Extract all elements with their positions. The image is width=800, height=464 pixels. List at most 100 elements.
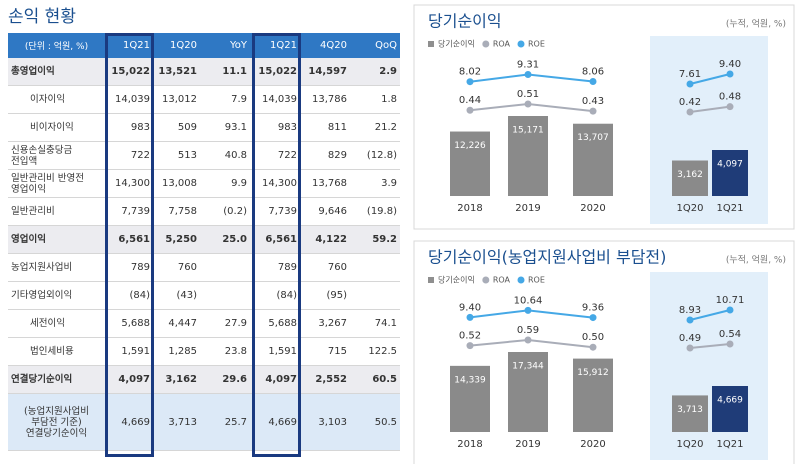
row-label: 기타영업외이익 xyxy=(8,281,105,310)
x-label: 2018 xyxy=(457,439,482,450)
table-cell: 23.8 xyxy=(200,337,250,366)
column-highlight xyxy=(105,33,154,457)
point-label: 0.50 xyxy=(582,332,604,343)
header-cell: QoQ xyxy=(350,33,400,58)
point xyxy=(466,313,474,321)
x-label: 1Q21 xyxy=(717,203,744,214)
table-cell: 7.9 xyxy=(200,85,250,114)
point-label: 0.49 xyxy=(679,333,701,344)
table-cell: 7,758 xyxy=(153,197,200,226)
point-label: 0.59 xyxy=(517,325,539,336)
table-cell: (84) xyxy=(250,281,300,310)
table-cell: 9,646 xyxy=(300,197,350,226)
bar xyxy=(450,365,490,432)
bar-label: 14,339 xyxy=(454,375,486,385)
table-cell: 2.9 xyxy=(350,58,400,86)
bar xyxy=(508,116,548,196)
table-cell: 3.9 xyxy=(350,169,400,198)
table-cell: 27.9 xyxy=(200,309,250,338)
table-cell: 7,739 xyxy=(105,197,153,226)
x-label: 1Q20 xyxy=(677,439,704,450)
bar xyxy=(508,352,548,432)
point-label: 0.42 xyxy=(679,97,701,108)
point xyxy=(589,343,597,351)
point xyxy=(686,344,694,352)
table-cell: 40.8 xyxy=(200,141,250,170)
table-cell: 1,591 xyxy=(105,337,153,366)
bar xyxy=(672,160,708,196)
table-cell: 760 xyxy=(300,253,350,282)
bar xyxy=(573,358,613,432)
table-cell: 4,122 xyxy=(300,225,350,254)
point-label: 0.43 xyxy=(582,96,604,107)
chart-title: 당기순이익 xyxy=(428,12,502,31)
table-cell: 4,669 xyxy=(105,393,153,451)
table-cell: 4,447 xyxy=(153,309,200,338)
row-label: 신용손실충당금 전입액 xyxy=(8,141,105,170)
point xyxy=(524,100,532,108)
table-cell: (12.8) xyxy=(350,141,400,170)
point-label: 10.71 xyxy=(716,295,745,306)
table-row: 이자이익 14,039 13,012 7.9 14,039 13,786 1.8 xyxy=(8,85,400,114)
point-label: 0.44 xyxy=(459,95,481,106)
table-row: (농업지원사업비 부담전 기준) 연결당기순이익 4,669 3,713 25.7 4,… xyxy=(8,393,400,451)
table-cell: 4,669 xyxy=(250,393,300,451)
table-cell: 14,300 xyxy=(105,169,153,198)
table-cell: 5,688 xyxy=(105,309,153,338)
legend-label: ROA xyxy=(493,40,511,49)
row-label: 총영업이익 xyxy=(8,58,105,86)
table-cell: 25.0 xyxy=(200,225,250,254)
table-cell: 93.1 xyxy=(200,113,250,142)
table-row: 법인세비용 1,591 1,285 23.8 1,591 715 122.5 xyxy=(8,337,400,366)
table-row: 세전이익 5,688 4,447 27.9 5,688 3,267 74.1 xyxy=(8,309,400,338)
table-cell: 13,768 xyxy=(300,169,350,198)
table-cell: 6,561 xyxy=(250,225,300,254)
bar-label: 15,912 xyxy=(577,368,609,378)
x-label: 2020 xyxy=(580,203,605,214)
row-label: 법인세비용 xyxy=(8,337,105,366)
legend-label: ROE xyxy=(528,276,545,285)
page-title: 손익 현황 xyxy=(8,7,76,27)
table-cell: 13,521 xyxy=(153,58,200,86)
table-cell xyxy=(350,281,400,310)
table-row: 일반관리비 7,739 7,758 (0.2) 7,739 9,646 (19.8) xyxy=(8,197,400,226)
table-cell: 811 xyxy=(300,113,350,142)
table-cell: 509 xyxy=(153,113,200,142)
point xyxy=(524,336,532,344)
bar xyxy=(712,150,748,196)
point xyxy=(726,103,734,111)
row-label: 이자이익 xyxy=(8,85,105,114)
table-cell: 29.6 xyxy=(200,365,250,394)
point-label: 9.40 xyxy=(719,59,741,70)
table-cell: 3,103 xyxy=(300,393,350,451)
table-cell: 722 xyxy=(250,141,300,170)
table-cell xyxy=(200,281,250,310)
point-label: 8.93 xyxy=(679,305,701,316)
header-cell: 1Q21 xyxy=(250,33,300,58)
row-label: 농업지원사업비 xyxy=(8,253,105,282)
table-cell: 13,786 xyxy=(300,85,350,114)
table-cell: 3,713 xyxy=(153,393,200,451)
point-label: 0.54 xyxy=(719,329,741,340)
table-row: 영업이익 6,561 5,250 25.0 6,561 4,122 59.2 xyxy=(8,225,400,254)
table-cell: 15,022 xyxy=(250,58,300,86)
chart-note: (누적, 억원, %) xyxy=(726,254,786,266)
table-header: (단위 : 억원, %) 1Q21 1Q20 YoY 1Q21 4Q20 QoQ xyxy=(8,33,400,58)
table-cell: 513 xyxy=(153,141,200,170)
income-table: (단위 : 억원, %) 1Q21 1Q20 YoY 1Q21 4Q20 QoQ 총영업이익… xyxy=(8,33,400,451)
line xyxy=(689,309,731,321)
x-label: 1Q20 xyxy=(677,203,704,214)
table-cell: 60.5 xyxy=(350,365,400,394)
point xyxy=(726,70,734,78)
table-cell: (43) xyxy=(153,281,200,310)
row-label: 세전이익 xyxy=(8,309,105,338)
table-cell: 14,039 xyxy=(250,85,300,114)
table-cell: 1,591 xyxy=(250,337,300,366)
point xyxy=(466,78,474,86)
table-cell: 25.7 xyxy=(200,393,250,451)
chart-title: 당기순이익(농업지원사업비 부담전) xyxy=(428,248,666,267)
table-cell: 983 xyxy=(250,113,300,142)
table-cell: 1.8 xyxy=(350,85,400,114)
x-label: 1Q21 xyxy=(717,439,744,450)
line xyxy=(689,73,731,85)
